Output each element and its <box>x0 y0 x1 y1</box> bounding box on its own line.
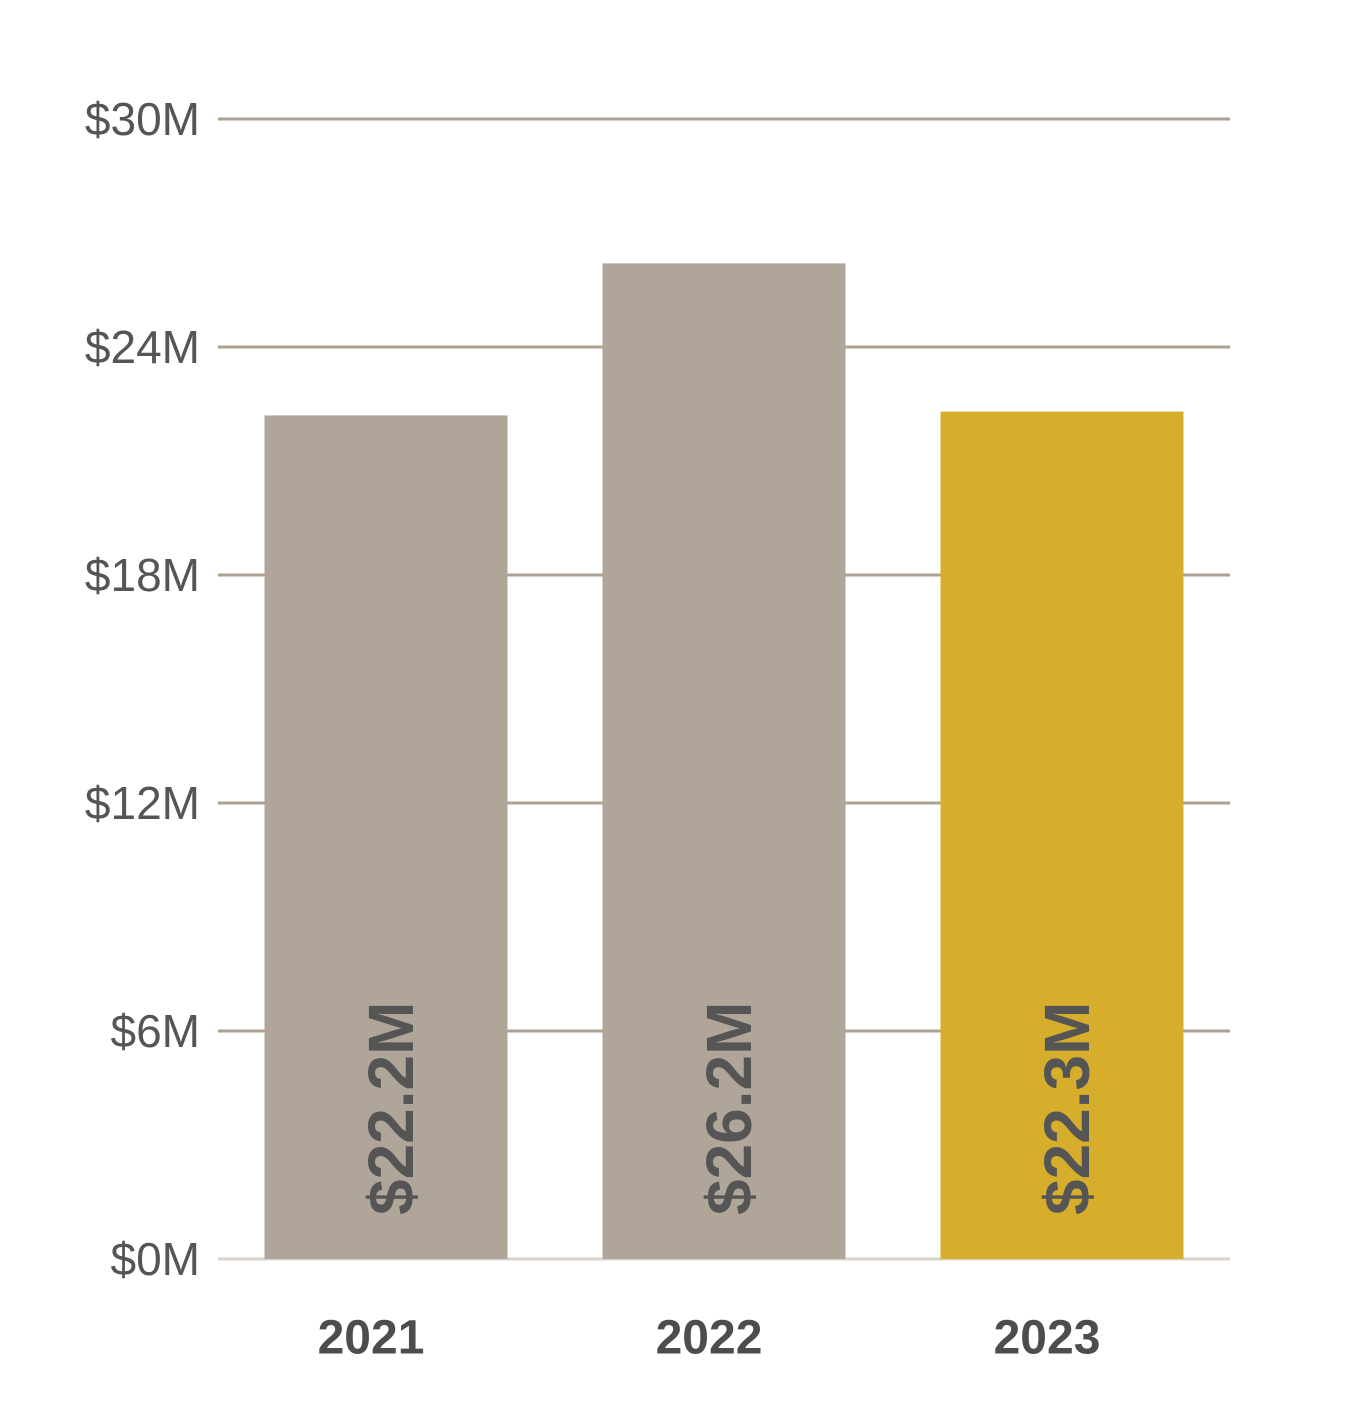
x-axis-category-labels: 2021 2022 2023 <box>318 1312 1101 1365</box>
y-tick-label: $30M <box>85 93 200 145</box>
x-category-label: 2022 <box>656 1312 763 1365</box>
data-label: $22.3M <box>1031 1002 1103 1215</box>
data-label: $22.2M <box>355 1002 427 1215</box>
y-tick-label: $0M <box>111 1233 200 1285</box>
x-category-label: 2023 <box>994 1312 1101 1365</box>
bars <box>264 263 1184 1260</box>
y-tick-label: $12M <box>85 777 200 829</box>
y-tick-label: $24M <box>85 321 200 373</box>
data-label: $26.2M <box>693 1002 765 1215</box>
y-tick-label: $18M <box>85 549 200 601</box>
bar-2021 <box>264 415 508 1259</box>
bar-2023 <box>940 411 1184 1260</box>
x-category-label: 2021 <box>318 1312 425 1365</box>
bar-2022 <box>602 263 846 1259</box>
y-tick-label: $6M <box>111 1005 200 1057</box>
y-axis-tick-labels: $0M $6M $12M $18M $24M $30M <box>85 93 200 1285</box>
data-labels: $22.2M $26.2M $22.3M <box>355 1002 1103 1215</box>
